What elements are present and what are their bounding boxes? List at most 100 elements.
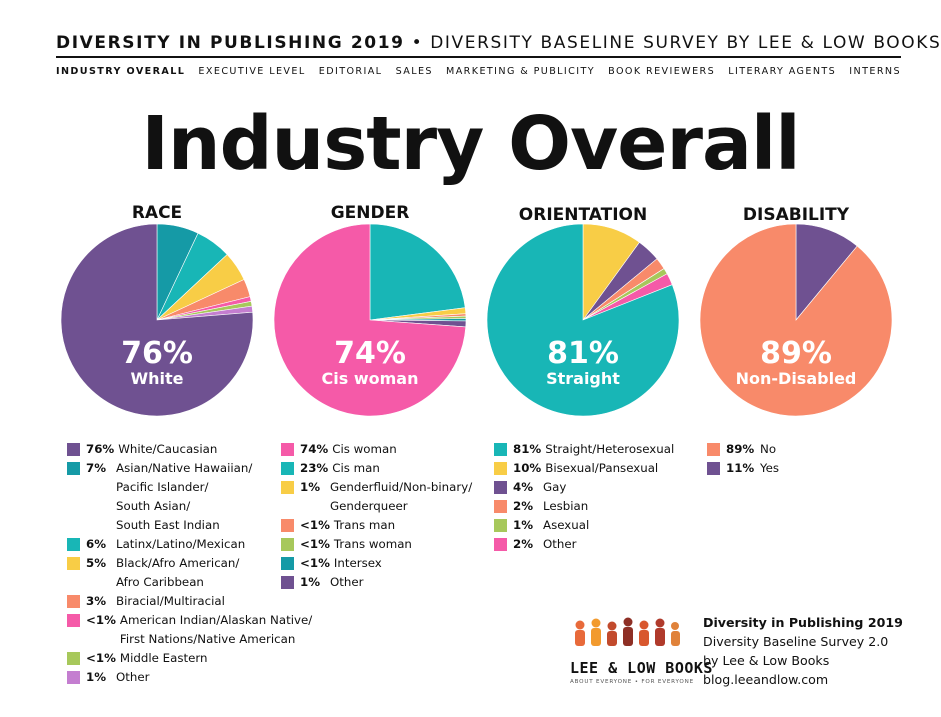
credit-url[interactable]: blog.leeandlow.com: [703, 672, 829, 687]
legend-label: Biracial/Multiracial: [116, 592, 225, 611]
legend-item: 4% Gay: [494, 478, 674, 497]
legend-label-line: South Asian/: [116, 499, 191, 513]
pie-center-value-orientation: 81%: [547, 336, 619, 371]
legend-percent: <1%: [300, 518, 330, 532]
legend-item: <1% American Indian/Alaskan Native/First …: [67, 611, 312, 649]
nav-item-editorial[interactable]: EDITORIAL: [318, 66, 383, 77]
legend-swatch: [67, 557, 80, 570]
legend-label-line: Pacific Islander/: [116, 480, 209, 494]
legend-item: 3% Biracial/Multiracial: [67, 592, 312, 611]
legend-item: 2% Lesbian: [494, 497, 674, 516]
legend-swatch: [281, 443, 294, 456]
legend-label: Latinx/Latino/Mexican: [116, 535, 245, 554]
legend-swatch: [67, 595, 80, 608]
legend-swatch: [67, 671, 80, 684]
legend-label-line: Genderqueer: [330, 499, 408, 513]
legend-label-line: American Indian/Alaskan Native/: [119, 613, 313, 627]
header-title: DIVERSITY IN PUBLISHING 2019: [56, 33, 405, 53]
legend-item: 89% No: [707, 440, 779, 459]
legend-item: 23% Cis man: [281, 459, 472, 478]
legend-swatch: [281, 538, 294, 551]
legend-percent: 11%: [726, 461, 755, 475]
legend-label: Bisexual/Pansexual: [545, 459, 658, 478]
disability-pie-chart: DISABILITY 89%Non-Disabled: [699, 205, 893, 417]
pie-slice-race-white-caucasian: [60, 223, 254, 417]
legend-percent: 74%: [300, 442, 329, 456]
legend-swatch: [494, 462, 507, 475]
legend-percent: 5%: [86, 556, 107, 570]
legend-label-line: Cis woman: [332, 442, 397, 456]
nav-item-interns[interactable]: INTERNS: [849, 66, 901, 77]
legend-swatch: [281, 462, 294, 475]
legend-percent: 4%: [513, 480, 534, 494]
legend-percent: 76%: [86, 442, 115, 456]
legend-percent: 23%: [300, 461, 329, 475]
section-nav: INDUSTRY OVERALL EXECUTIVE LEVEL EDITORI…: [56, 66, 901, 77]
pie-center-value-gender: 74%: [334, 336, 406, 371]
header-subtitle: DIVERSITY BASELINE SURVEY BY LEE & LOW B…: [430, 33, 941, 53]
publisher-tagline: ABOUT EVERYONE • FOR EVERYONE: [570, 679, 694, 685]
pie-slice-disability-yes: [795, 223, 858, 321]
legend-swatch: [494, 443, 507, 456]
legend-swatch: [494, 500, 507, 513]
pie-title-race: RACE: [132, 203, 182, 223]
legend-percent: <1%: [86, 651, 116, 665]
pie-slice-orientation-straight-heterosexual: [486, 223, 680, 417]
legend-percent: 2%: [513, 537, 534, 551]
publisher-logo: LEE & LOW BOOKS ABOUT EVERYONE • FOR EVE…: [570, 615, 712, 685]
legend-label-line: No: [760, 442, 777, 456]
legend-item: 1% Asexual: [494, 516, 674, 535]
legend-percent: 10%: [513, 461, 542, 475]
legend-percent: 81%: [513, 442, 542, 456]
legend-swatch: [494, 481, 507, 494]
legend-label-line: Bisexual/Pansexual: [545, 461, 659, 475]
legend-item: 2% Other: [494, 535, 674, 554]
legend-label: Black/Afro American/Afro Caribbean: [116, 554, 239, 592]
legend-item: <1% Trans woman: [281, 535, 472, 554]
legend-item: 74% Cis woman: [281, 440, 472, 459]
pie-center-label-race: White: [130, 369, 183, 388]
legend-label: Genderfluid/Non-binary/Genderqueer: [330, 478, 472, 516]
legend-label-line: Yes: [760, 461, 780, 475]
pie-slice-disability-no: [699, 223, 893, 417]
legend-label-line: Latinx/Latino/Mexican: [116, 537, 246, 551]
legend-swatch: [707, 462, 720, 475]
gender-pie-chart: GENDER 74%Cis woman: [273, 203, 467, 417]
pie-center-label-orientation: Straight: [546, 369, 620, 388]
nav-item-literary-agents[interactable]: LITERARY AGENTS: [728, 66, 837, 77]
legend-label: Other: [543, 535, 577, 554]
legend-swatch: [281, 576, 294, 589]
legend-item: 1% Other: [67, 668, 312, 687]
legend-item: 81% Straight/Heterosexual: [494, 440, 674, 459]
legend-label-line: Asian/Native Hawaiian/: [116, 461, 253, 475]
legend-label: Other: [330, 573, 364, 592]
credit-title: Diversity in Publishing 2019: [703, 615, 903, 630]
gender-legend: 74% Cis woman 23% Cis man 1% Genderfluid/Non-…: [281, 440, 472, 592]
legend-swatch: [67, 652, 80, 665]
legend-label: Trans woman: [334, 535, 412, 554]
legend-label: Other: [116, 668, 150, 687]
nav-item-industry-overall[interactable]: INDUSTRY OVERALL: [56, 66, 186, 77]
nav-item-book-reviewers[interactable]: BOOK REVIEWERS: [608, 66, 716, 77]
credit-author: by Lee & Low Books: [703, 653, 830, 668]
nav-item-marketing-publicity[interactable]: MARKETING & PUBLICITY: [446, 66, 595, 77]
credit-block: Diversity in Publishing 2019 Diversity B…: [703, 613, 903, 689]
legend-label: Straight/Heterosexual: [545, 440, 674, 459]
legend-item: 1% Genderfluid/Non-binary/Genderqueer: [281, 478, 472, 516]
legend-label-line: White/Caucasian: [118, 442, 218, 456]
nav-item-sales[interactable]: SALES: [395, 66, 433, 77]
legend-percent: 1%: [300, 480, 321, 494]
legend-item: 5% Black/Afro American/Afro Caribbean: [67, 554, 312, 592]
pie-center-label-gender: Cis woman: [322, 369, 419, 388]
legend-label-line: Biracial/Multiracial: [116, 594, 225, 608]
pie-slice-gender-cis-woman: [273, 223, 467, 417]
nav-item-executive-level[interactable]: EXECUTIVE LEVEL: [198, 66, 306, 77]
legend-label: Middle Eastern: [120, 649, 208, 668]
legend-swatch: [281, 557, 294, 570]
pie-center-label-disability: Non-Disabled: [736, 369, 857, 388]
legend-item: 7% Asian/Native Hawaiian/Pacific Islander…: [67, 459, 312, 535]
orientation-legend: 81% Straight/Heterosexual 10% Bisexual/Pans…: [494, 440, 674, 554]
legend-swatch: [67, 614, 80, 627]
legend-label-line: Cis man: [332, 461, 380, 475]
legend-percent: 1%: [300, 575, 321, 589]
